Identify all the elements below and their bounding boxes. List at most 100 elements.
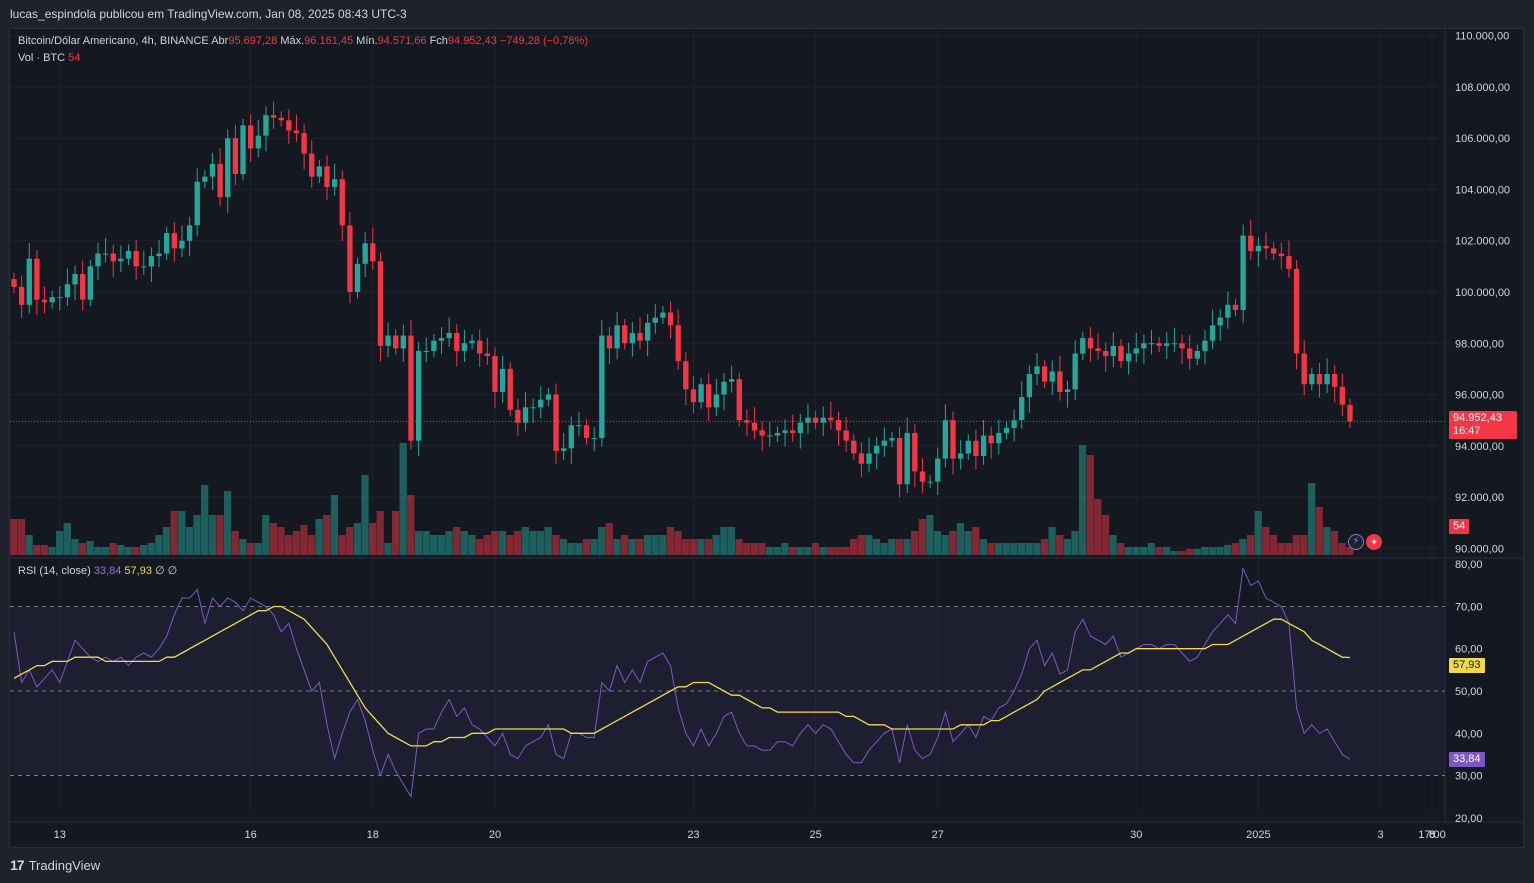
tradingview-logo[interactable]: 17 TradingView [10,857,100,873]
time-axis-label: 27 [932,829,944,841]
candle-body [1179,343,1185,349]
volume-bar [63,523,71,555]
volume-bar [590,539,598,555]
time-axis-label: 17:00 [1418,829,1446,841]
volume-bar [1239,539,1247,555]
volume-bar [25,535,33,555]
candle-body [1141,343,1147,349]
volume-bar [1078,445,1087,555]
candle-body [1049,371,1055,382]
volume-bar [1269,535,1278,555]
volume-bar [857,535,865,555]
candle-body [263,115,269,136]
candle-body [1125,353,1132,362]
candle-body [1278,253,1284,257]
volume-bar [269,523,278,555]
volume-bar [277,527,285,555]
candle-body [1072,353,1078,390]
change-value: −749,28 (−0,78%) [499,35,588,47]
time-axis-label: 16 [245,829,257,841]
candle-body [1110,345,1117,357]
volume-bar [132,547,140,555]
candle-body [957,453,964,459]
candle-body [660,312,666,318]
candle-body [935,458,941,482]
candle-body [560,448,567,451]
volume-bar [361,475,369,555]
volume-bar [475,539,484,555]
candle-body [942,420,949,459]
candle-body [675,325,681,362]
volume-bar [979,539,987,555]
candle-body [125,250,132,259]
volume-bar [1033,543,1041,555]
volume-bar [933,531,942,555]
symbol-title[interactable]: Bitcoin/Dólar Americano, 4h, BINANCE [18,35,209,47]
chart-frame[interactable] [9,28,1524,848]
candle-body [377,261,384,346]
time-axis-label: 8 [1429,829,1435,841]
volume-bar [773,547,781,555]
candle-body [133,250,139,267]
candle-body [874,445,880,454]
candle-body [706,384,712,408]
rsi-line [13,566,1351,799]
candle-body [950,420,956,459]
candle-body [851,440,857,454]
volume-bar [1071,531,1079,555]
rsi-label[interactable]: RSI (14, close) [18,565,91,577]
price-axis-label: 96.000,00 [1455,390,1504,402]
volume-bar [1056,535,1064,555]
volume-bar [1025,543,1033,555]
volume-bar [1262,527,1270,555]
candle-body [477,340,483,354]
rsi-ma-line [13,605,1351,747]
volume-bar [949,531,957,555]
volume-bar [1094,499,1102,555]
candle-body [102,253,109,255]
volume-bar [468,535,476,555]
volume-bar [1246,535,1255,555]
lightning-event-icon[interactable]: ⚡ [1348,534,1364,550]
candle-body [1087,338,1094,349]
volume-bar [819,547,827,555]
volume-bar [223,491,232,555]
candle-body [11,279,17,287]
volume-value: 54 [68,52,81,64]
volume-bar [598,527,606,555]
candle-body [1171,343,1178,345]
us-flag-event-icon[interactable]: ✦ [1366,534,1382,550]
volume-bar [1185,549,1194,555]
price-axis-label: 104.000,00 [1455,184,1510,196]
candle-body [1156,343,1162,346]
volume-bar [1193,549,1201,555]
rsi-extra-1: ∅ [155,565,165,577]
rsi-axis-label: 50,00 [1455,686,1483,698]
volume-bar [888,539,896,555]
header-bar: lucas_espindola publicou em TradingView.… [0,0,1534,28]
candle-body [751,422,758,431]
volume-label[interactable]: Vol · BTC [18,52,66,64]
volume-bar [178,511,186,555]
last-price-badge: 94.952,43 16:47 [1449,411,1517,439]
candle-body [286,120,292,131]
volume-bar [407,495,415,555]
volume-bar [262,515,270,555]
volume-bar [124,547,132,555]
volume-bar [911,531,919,555]
candle-body [1316,374,1323,385]
volume-bar [987,543,995,555]
volume-bar [1132,547,1140,555]
volume-bar [292,531,300,555]
volume-bar [162,527,171,555]
volume-bar [880,543,888,555]
candle-body [629,333,636,344]
candle-body [179,240,185,249]
candle-body [744,420,750,423]
candle-body [49,297,55,303]
volume-bar [1017,543,1026,555]
rsi-axis-label: 40,00 [1455,728,1483,740]
candle-body [270,115,277,118]
candle-body [622,325,628,344]
